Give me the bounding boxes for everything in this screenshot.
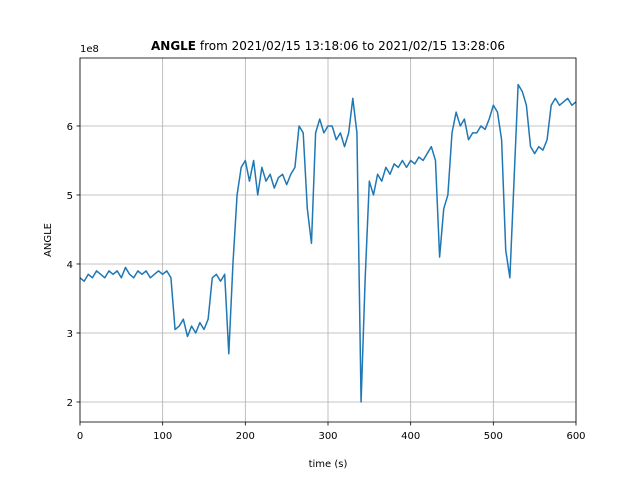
data-line: [79, 83, 577, 403]
y-offset-label: 1e8: [80, 44, 99, 55]
y-tick-label: 2: [67, 398, 73, 409]
title-rest: from 2021/02/15 13:18:06 to 2021/02/15 1…: [200, 39, 505, 53]
x-tick-label: 200: [236, 431, 255, 442]
axes-frame: [79, 57, 577, 423]
y-tick-label: 3: [67, 329, 73, 340]
chart-title: ANGLE from 2021/02/15 13:18:06 to 2021/0…: [151, 39, 505, 53]
title-bold: ANGLE: [151, 39, 196, 53]
y-tick-label: 5: [67, 191, 73, 202]
x-tick-label: 100: [153, 431, 172, 442]
y-tick-label: 4: [67, 260, 73, 271]
x-tick-label: 0: [77, 431, 83, 442]
x-tick-label: 600: [566, 431, 585, 442]
x-tick-label: 300: [318, 431, 337, 442]
y-axis-label: ANGLE: [43, 223, 54, 257]
x-tick-label: 500: [484, 431, 503, 442]
y-tick-label: 6: [67, 122, 73, 133]
x-tick-label: 400: [401, 431, 420, 442]
x-axis-label: time (s): [309, 459, 348, 470]
